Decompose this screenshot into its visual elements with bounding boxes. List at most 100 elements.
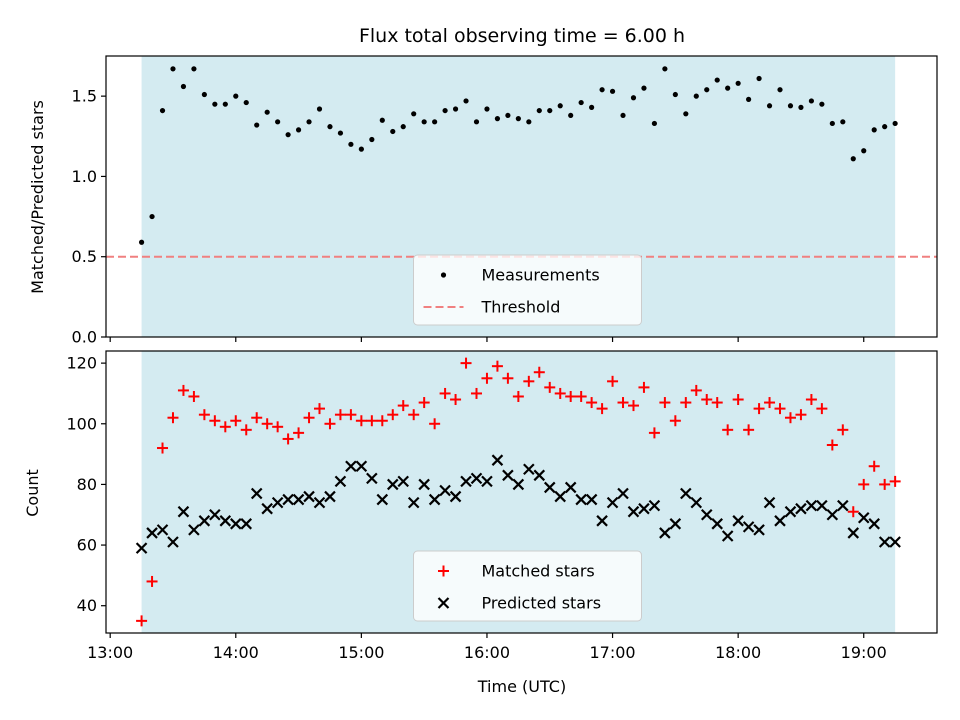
- measurements-point: [369, 136, 375, 143]
- matched-stars-point: [219, 421, 231, 433]
- predicted-stars-point: [428, 493, 441, 506]
- measurements-point: [494, 116, 501, 122]
- measurements-point: [295, 127, 302, 133]
- predicted-stars-point: [156, 524, 169, 536]
- matched-stars-point: [418, 397, 430, 409]
- predicted-stars-point: [564, 481, 577, 494]
- measurements-point: [840, 119, 846, 125]
- predicted-stars-point: [230, 518, 242, 530]
- measurements-point: [180, 83, 187, 90]
- legend-box: [413, 550, 642, 622]
- predicted-stars-point: [418, 478, 430, 491]
- matched-stars-point: [230, 415, 242, 427]
- measurements-point: [400, 124, 406, 130]
- measurements-point: [463, 98, 469, 104]
- predicted-stars-point: [826, 508, 839, 521]
- predicted-stars-point: [680, 487, 692, 500]
- predicted-stars-point: [638, 502, 650, 515]
- predicted-stars-point: [533, 469, 546, 482]
- legend-marker: [437, 597, 450, 609]
- predicted-stars-point: [177, 505, 190, 518]
- predicted-stars-point: [617, 487, 629, 500]
- measurements-point: [201, 91, 207, 98]
- predicted-stars-point: [146, 527, 158, 539]
- chart-title: Flux total observing time = 6.00 h: [359, 25, 685, 47]
- matched-stars-point: [837, 424, 849, 436]
- x-tick-label: 19:00: [841, 643, 887, 662]
- predicted-stars-point: [795, 502, 807, 515]
- measurements-point: [599, 87, 605, 93]
- y-tick-label: 40: [77, 596, 97, 615]
- predicted-stars-point: [868, 518, 880, 530]
- matched-stars-point: [314, 403, 326, 415]
- predicted-stars-point: [271, 496, 284, 509]
- measurements-point: [170, 66, 176, 72]
- matched-stars-point: [240, 424, 252, 436]
- measurements-point: [819, 101, 825, 107]
- predicted-stars-point: [512, 478, 525, 491]
- predicted-stars-point: [742, 521, 755, 533]
- matched-stars-point: [648, 427, 660, 439]
- matched-stars-point: [711, 397, 723, 409]
- measurements-point: [829, 120, 835, 127]
- measurements-point: [316, 106, 323, 112]
- predicted-stars-point: [805, 499, 818, 512]
- bottom-y-axis-label: Count: [23, 469, 42, 517]
- measurements-point: [505, 112, 511, 119]
- matched-stars-point: [261, 418, 273, 430]
- measurements-point: [212, 101, 218, 107]
- matched-stars-point: [512, 390, 524, 402]
- predicted-stars-point: [449, 490, 462, 503]
- measurements-point: [850, 156, 856, 162]
- y-tick-label: 1.0: [72, 167, 97, 186]
- legend-label: Predicted stars: [482, 594, 602, 613]
- predicted-stars-point: [784, 505, 797, 518]
- predicted-stars-point: [575, 493, 587, 506]
- measurements-point: [777, 87, 783, 93]
- matched-stars-point: [491, 360, 503, 372]
- measurements-point: [149, 213, 155, 220]
- x-tick-label: 13:00: [87, 643, 133, 662]
- legend-marker: [438, 565, 449, 577]
- matched-stars-point: [303, 412, 315, 424]
- predicted-stars-point: [261, 502, 273, 515]
- matched-stars-point: [565, 390, 577, 402]
- predicted-stars-point: [690, 496, 703, 509]
- y-tick-label: 120: [66, 354, 97, 373]
- matched-stars-point: [177, 384, 189, 396]
- predicted-stars-point: [627, 505, 640, 518]
- predicted-stars-point: [700, 508, 713, 521]
- x-axis-label: Time (UTC): [477, 677, 566, 696]
- matched-stars-point: [669, 415, 681, 427]
- predicted-stars-point: [219, 515, 232, 527]
- predicted-stars-point: [324, 490, 336, 503]
- predicted-stars-point: [250, 487, 263, 500]
- measurements-point: [798, 104, 804, 110]
- matched-stars-point: [282, 433, 294, 445]
- matched-stars-point: [272, 421, 284, 433]
- x-tick-label: 14:00: [213, 643, 259, 662]
- matched-stars-point: [408, 409, 420, 421]
- matched-stars-point: [627, 400, 639, 412]
- predicted-stars-point: [721, 530, 734, 542]
- measurements-point: [379, 117, 385, 123]
- predicted-stars-point: [711, 518, 723, 530]
- y-tick-label: 60: [77, 536, 97, 555]
- measurements-point: [526, 119, 532, 125]
- measurements-point: [693, 93, 699, 99]
- matched-stars-point: [617, 397, 629, 409]
- predicted-stars-point: [397, 475, 410, 488]
- x-tick-label: 16:00: [464, 643, 510, 662]
- matched-stars-point: [607, 375, 619, 387]
- matched-stars-point: [868, 460, 880, 472]
- measurements-point: [138, 239, 145, 245]
- measurements-point: [725, 85, 731, 91]
- measurements-point: [662, 66, 668, 72]
- matched-stars-point: [167, 412, 179, 424]
- matched-stars-point: [784, 412, 796, 424]
- matched-stars-point: [397, 400, 409, 412]
- matched-stars-point: [293, 427, 305, 439]
- measurements-point: [348, 141, 354, 147]
- measurements-point: [766, 103, 773, 109]
- legend: Measurements Threshold: [413, 254, 642, 326]
